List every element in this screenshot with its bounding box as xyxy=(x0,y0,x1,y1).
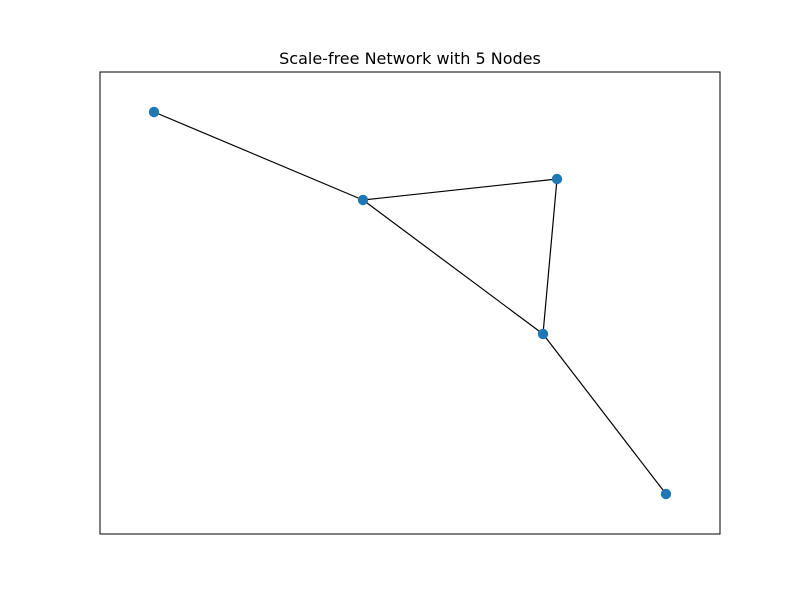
edge-n0-n1 xyxy=(153,111,364,201)
edge-n3-n4 xyxy=(542,333,667,495)
node-n1 xyxy=(357,194,369,206)
node-n2 xyxy=(551,173,563,185)
edge-n1-n3 xyxy=(362,199,544,335)
edges-layer xyxy=(153,111,667,495)
nodes-layer xyxy=(148,106,672,500)
node-n0 xyxy=(148,106,160,118)
plot-title: Scale-free Network with 5 Nodes xyxy=(279,49,541,68)
edge-n1-n2 xyxy=(362,178,558,201)
node-n4 xyxy=(660,488,672,500)
plot-frame xyxy=(99,71,721,535)
edge-n2-n3 xyxy=(542,178,558,335)
node-n3 xyxy=(537,328,549,340)
